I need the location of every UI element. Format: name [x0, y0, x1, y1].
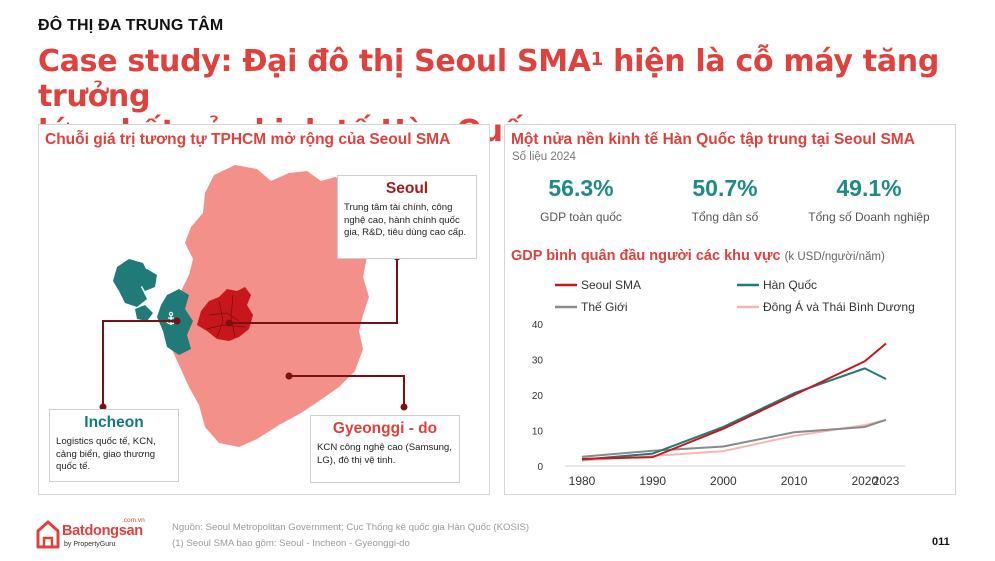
page-number: 011 [932, 536, 950, 548]
x-tick-label: 2010 [781, 474, 808, 488]
incheon-callout-body: Logistics quốc tế, KCN, cảng biển, giao … [56, 436, 156, 472]
legend-label: Đông Á và Thái Bình Dương [763, 299, 915, 314]
seoul-district-lines [206, 294, 246, 338]
gyeonggi-callout-body: KCN công nghệ cao (Samsung, LG), đô thị … [317, 442, 452, 466]
value-chain-title: Chuỗi giá trị tương tự TPHCM mở rộng của… [45, 131, 451, 148]
stat-population-label: Tổng dân số [691, 210, 759, 224]
stat-gdp-value: 56.3% [548, 175, 614, 201]
seoul-region [197, 287, 253, 341]
seoul-callout-title: Seoul [385, 180, 429, 197]
x-tick-label: 1990 [639, 474, 666, 488]
gyeonggi-callout: Gyeonggi - do KCN công nghệ cao (Samsung… [310, 415, 460, 483]
chart-title-text: GDP bình quân đầu người các khu vực [511, 248, 781, 264]
source-note: Nguồn: Seoul Metropolitan Government; Cụ… [172, 522, 530, 533]
seoul-callout: Seoul Trung tâm tài chính, công nghệ cao… [337, 175, 477, 259]
stat-enterprises: 49.1% Tổng số Doanh nghiệp [799, 175, 939, 224]
y-tick-label: 10 [532, 427, 544, 438]
x-tick-label: 2023 [873, 474, 900, 488]
incheon-islands [113, 259, 149, 307]
gyeonggi-connector [289, 375, 405, 407]
logo-house-icon [36, 520, 60, 549]
value-chain-panel: Chuỗi giá trị tương tự TPHCM mở rộng của… [38, 124, 490, 495]
legend-label: Thế Giới [581, 300, 628, 314]
stat-enterprises-label: Tổng số Doanh nghiệp [808, 210, 930, 224]
airplane-icon [123, 328, 137, 343]
seoul-connector-dot [225, 319, 233, 327]
series-line [581, 418, 887, 462]
chart-title: GDP bình quân đầu người các khu vực (k U… [511, 248, 885, 264]
series-line [581, 367, 887, 461]
y-tick-label: 0 [537, 462, 543, 473]
headline-line1-start: Case study: Đại đô thị Seoul SMA [38, 44, 591, 79]
legend-label: Seoul SMA [581, 278, 641, 292]
logo-wordmark: Batdongsan [62, 523, 143, 539]
incheon-connector [102, 320, 177, 407]
chart-unit: (k USD/người/năm) [784, 251, 885, 263]
footnote: (1) Seoul SMA bao gồm: Seoul - Incheon -… [172, 538, 410, 549]
stat-gdp-label: GDP toàn quốc [540, 210, 622, 224]
logo-domain: .com.vn [122, 517, 145, 524]
gyeonggi-callout-dot [400, 403, 408, 411]
x-tick-label: 2000 [710, 474, 737, 488]
seoul-sma-map [99, 165, 408, 447]
y-tick-label: 20 [532, 391, 544, 402]
data-year-label: Số liệu 2024 [512, 151, 576, 163]
stat-population-value: 50.7% [692, 175, 758, 201]
batdongsan-logo: .com.vn Batdongsan by PropertyGuru [36, 517, 156, 552]
gyeonggi-callout-title: Gyeonggi - do [332, 420, 438, 437]
gyeonggi-connector-dot [285, 372, 293, 380]
stat-enterprises-value: 49.1% [836, 175, 902, 201]
incheon-connector-dot [173, 317, 181, 325]
gdp-per-capita-chart: Seoul SMA Hàn Quốc Thế Giới Đông Á và Thái … [532, 278, 915, 488]
x-tick-label: 1980 [569, 474, 596, 488]
economy-share-title: Một nửa nền kinh tế Hàn Quốc tập trung t… [511, 131, 915, 148]
stat-population: 50.7% Tổng dân số [655, 175, 795, 224]
y-tick-label: 30 [532, 356, 544, 367]
stat-gdp: 56.3% GDP toàn quốc [511, 175, 651, 224]
incheon-callout: Incheon Logistics quốc tế, KCN, cảng biể… [49, 409, 179, 482]
headline-footnote-mark: 1 [590, 49, 604, 70]
headline-line1-end: hiện là cỗ máy tăng trưởng [38, 44, 940, 114]
y-tick-label: 40 [532, 320, 544, 331]
series-line [581, 418, 887, 458]
incheon-callout-dot [99, 403, 107, 411]
series-line [581, 342, 887, 460]
logo-byline: by PropertyGuru [64, 541, 116, 548]
incheon-callout-title: Incheon [84, 414, 144, 431]
x-tick-label: 2020 [851, 474, 878, 488]
economy-share-panel: Một nửa nền kinh tế Hàn Quốc tập trung t… [504, 124, 956, 495]
seoul-callout-body: Trung tâm tài chính, công nghệ cao, hành… [344, 202, 467, 238]
seoul-connector [229, 257, 398, 324]
incheon-island-south [135, 305, 153, 321]
section-label: ĐÔ THỊ ĐA TRUNG TÂM [38, 17, 224, 34]
legend-label: Hàn Quốc [763, 278, 817, 292]
incheon-island-north [135, 269, 157, 291]
